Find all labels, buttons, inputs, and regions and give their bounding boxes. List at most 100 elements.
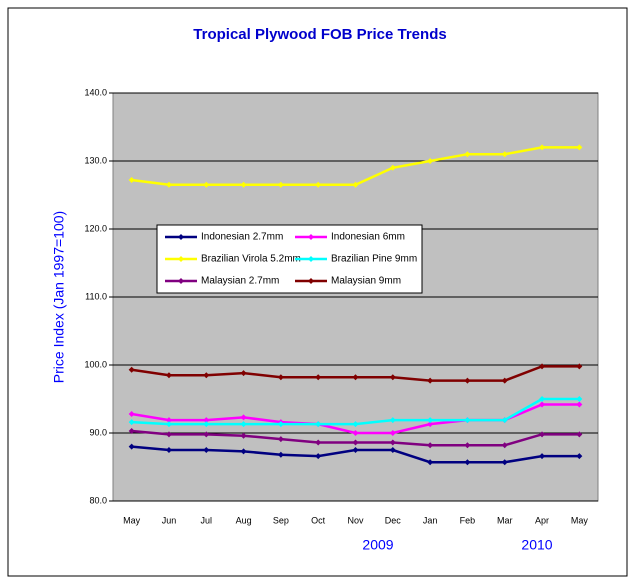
point-marker — [501, 151, 508, 158]
legend-box — [156, 224, 423, 294]
point-marker — [464, 377, 471, 384]
point-marker — [352, 421, 359, 428]
point-marker — [576, 431, 583, 438]
point-marker — [576, 401, 583, 408]
legend-marker — [308, 256, 314, 262]
x-tick-label: Jun — [162, 515, 177, 525]
legend-label: Indonesian 2.7mm — [201, 232, 283, 243]
y-tick-label: 110.0 — [85, 291, 107, 301]
y-tick-label: 130.0 — [84, 155, 107, 165]
point-marker — [165, 417, 172, 424]
point-marker — [389, 164, 396, 171]
point-marker — [315, 439, 322, 446]
x-tick-label: Dec — [385, 515, 402, 525]
point-marker — [501, 442, 508, 449]
point-marker — [427, 421, 434, 428]
point-marker — [389, 430, 396, 436]
legend-marker — [308, 234, 314, 240]
point-marker — [464, 442, 471, 449]
point-marker — [464, 151, 471, 158]
point-marker — [352, 430, 359, 436]
point-marker — [352, 181, 359, 188]
point-marker — [277, 374, 284, 381]
point-marker — [501, 459, 508, 466]
point-marker — [128, 410, 135, 417]
y-tick-label: 120.0 — [84, 223, 107, 233]
x-tick-label: May — [571, 515, 589, 525]
point-marker — [389, 439, 396, 446]
point-marker — [203, 421, 210, 428]
point-marker — [464, 459, 471, 466]
point-marker — [277, 451, 284, 458]
point-marker — [539, 396, 546, 402]
legend-label: Brazilian Virola 5.2mm — [201, 254, 301, 265]
point-marker — [576, 453, 583, 460]
point-marker — [539, 363, 546, 370]
point-marker — [352, 439, 359, 446]
point-marker — [128, 177, 135, 184]
point-marker — [576, 144, 583, 151]
point-marker — [427, 417, 434, 424]
legend-marker — [308, 278, 314, 284]
point-marker — [576, 396, 583, 402]
point-marker — [165, 431, 172, 438]
y-tick-label: 80.0 — [89, 495, 107, 505]
point-marker — [203, 447, 210, 453]
point-marker — [203, 431, 210, 438]
point-marker — [240, 432, 247, 439]
point-marker — [389, 447, 396, 453]
point-marker — [240, 421, 247, 428]
point-marker — [165, 181, 172, 188]
point-marker — [128, 419, 135, 426]
x-tick-label: Mar — [497, 515, 513, 525]
point-marker — [240, 414, 247, 421]
point-marker — [277, 436, 284, 443]
point-marker — [277, 181, 284, 188]
point-marker — [427, 377, 434, 384]
x-tick-label: Jan — [423, 515, 438, 525]
y-axis-label: Price Index (Jan 1997=100) — [51, 211, 67, 383]
point-marker — [240, 370, 247, 377]
point-marker — [539, 431, 546, 438]
point-marker — [501, 377, 508, 384]
legend-marker — [178, 256, 184, 262]
legend-label: Indonesian 6mm — [331, 232, 405, 243]
y-tick-label: 140.0 — [84, 87, 107, 97]
point-marker — [203, 372, 210, 379]
point-marker — [539, 453, 546, 460]
point-marker — [315, 181, 322, 188]
point-marker — [315, 374, 322, 381]
point-marker — [352, 447, 359, 453]
point-marker — [203, 417, 210, 424]
x-tick-label: Nov — [347, 515, 364, 525]
point-marker — [165, 372, 172, 379]
point-marker — [352, 374, 359, 381]
point-marker — [539, 401, 546, 408]
legend-label: Brazilian Pine 9mm — [331, 254, 417, 265]
point-marker — [128, 427, 135, 434]
point-marker — [539, 144, 546, 151]
x-tick-label: Feb — [460, 515, 476, 525]
year-label: 2010 — [521, 537, 552, 553]
point-marker — [427, 442, 434, 449]
point-marker — [501, 417, 508, 424]
legend-marker — [178, 278, 184, 284]
x-tick-label: Oct — [311, 515, 326, 525]
point-marker — [389, 417, 396, 424]
legend-label: Malaysian 2.7mm — [201, 276, 279, 287]
point-marker — [427, 459, 434, 466]
point-marker — [277, 421, 284, 428]
point-marker — [464, 417, 471, 424]
point-marker — [128, 366, 135, 373]
point-marker — [240, 448, 247, 455]
point-marker — [576, 363, 583, 370]
point-marker — [315, 453, 322, 460]
point-marker — [165, 447, 172, 453]
point-marker — [427, 158, 434, 164]
point-marker — [389, 374, 396, 381]
point-marker — [240, 181, 247, 188]
point-marker — [203, 181, 210, 188]
x-tick-label: May — [123, 515, 141, 525]
chart-title: Tropical Plywood FOB Price Trends — [193, 26, 446, 43]
